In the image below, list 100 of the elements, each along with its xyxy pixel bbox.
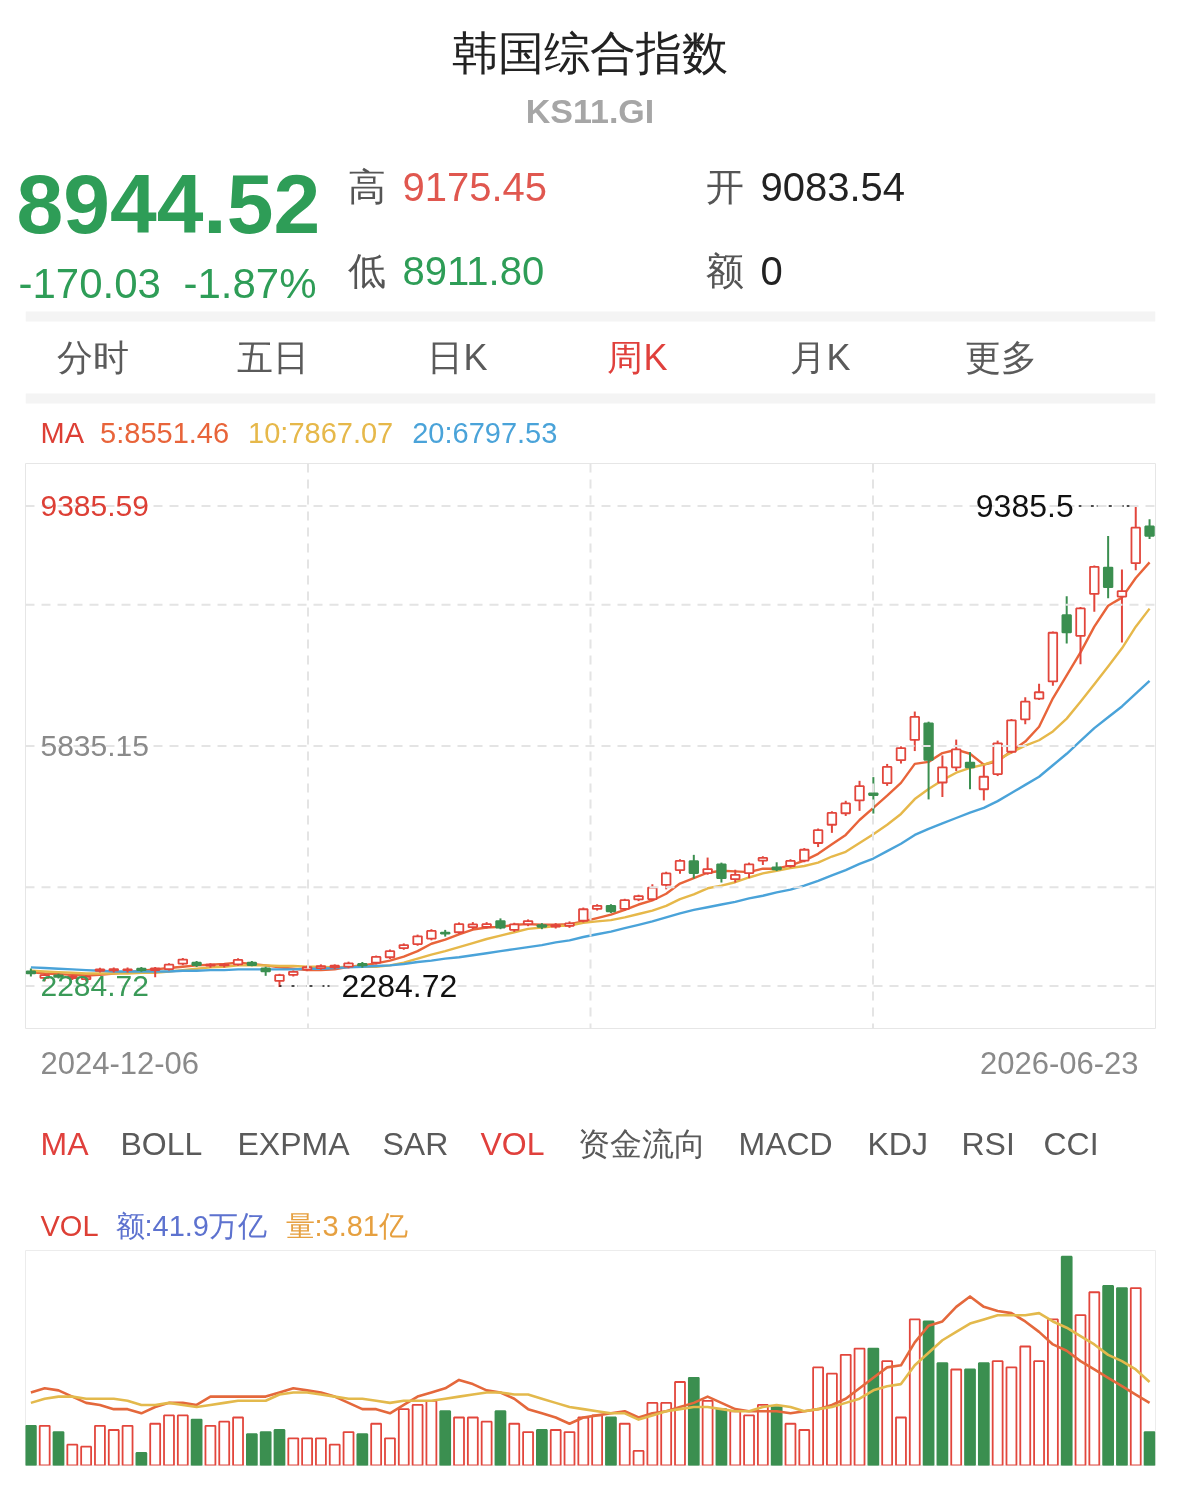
candlestick	[909, 711, 920, 752]
candlestick	[937, 755, 948, 798]
text: 韩国综合指数	[452, 26, 728, 79]
candlestick	[951, 739, 962, 771]
text: VOL	[480, 1125, 545, 1162]
bar	[107, 1429, 120, 1466]
bar	[25, 1424, 37, 1466]
bar	[1143, 1431, 1156, 1466]
bar	[756, 1404, 769, 1466]
text: CCI	[1043, 1125, 1099, 1162]
candlestick	[688, 854, 699, 879]
bar	[591, 1414, 603, 1466]
bar	[384, 1437, 396, 1466]
text: BOLL	[120, 1125, 203, 1162]
bar	[508, 1422, 521, 1466]
text: MA	[40, 1125, 90, 1162]
legend-title: MA	[40, 416, 85, 449]
bar	[729, 1410, 742, 1466]
bar	[1047, 1318, 1059, 1466]
text: 量:3.81亿	[285, 1209, 408, 1242]
bar	[549, 1429, 562, 1466]
candlestick	[1061, 596, 1072, 644]
y-tick-label: 9385.59	[40, 488, 149, 522]
text: 开	[705, 165, 744, 208]
bar	[812, 1366, 824, 1466]
bar	[411, 1404, 424, 1466]
bar	[66, 1443, 79, 1466]
text: 额:41.9万亿	[115, 1209, 267, 1242]
text: 8944.52	[16, 156, 321, 251]
bar	[480, 1420, 493, 1466]
bar	[356, 1433, 369, 1466]
candlestick	[881, 763, 893, 786]
bar	[908, 1318, 921, 1466]
bar	[839, 1353, 852, 1466]
bar	[466, 1416, 479, 1466]
bar	[798, 1429, 811, 1466]
bar	[149, 1422, 162, 1466]
bar	[1074, 1314, 1087, 1466]
bar	[135, 1452, 148, 1466]
text: 20:6797.53	[412, 416, 558, 449]
bar	[342, 1431, 355, 1466]
bar	[494, 1410, 507, 1466]
y-tick-label: 2284.72	[40, 969, 149, 1002]
text: 10:7867.07	[248, 416, 394, 449]
bar	[453, 1416, 465, 1466]
candlestick	[978, 765, 990, 801]
bar	[605, 1416, 617, 1466]
text: 周K	[607, 337, 668, 378]
bar	[1088, 1291, 1101, 1466]
bar	[784, 1422, 797, 1466]
bar	[425, 1399, 438, 1466]
bar	[1019, 1345, 1032, 1466]
bar	[1116, 1287, 1128, 1466]
bar	[715, 1408, 728, 1466]
bar	[232, 1416, 244, 1466]
bar	[163, 1414, 175, 1466]
candlestick	[122, 967, 133, 973]
text: RSI	[961, 1125, 1015, 1162]
bar	[950, 1368, 963, 1466]
bar	[80, 1445, 92, 1466]
bar	[536, 1429, 548, 1466]
bar	[936, 1362, 949, 1466]
bar	[991, 1360, 1004, 1466]
bar	[328, 1443, 341, 1466]
bar	[287, 1437, 300, 1466]
bar	[977, 1362, 990, 1466]
annotation: 9385.5	[975, 487, 1074, 524]
bar	[121, 1424, 134, 1466]
bar	[439, 1410, 452, 1466]
bar	[218, 1420, 231, 1466]
candlestick	[1116, 569, 1128, 643]
bar	[38, 1424, 51, 1466]
text: -170.03	[18, 260, 161, 307]
bar	[204, 1424, 217, 1466]
text: 分时	[56, 337, 129, 378]
bar	[176, 1414, 189, 1466]
candlestick	[854, 780, 865, 811]
bar	[315, 1437, 327, 1466]
bar	[674, 1381, 686, 1466]
candlestick	[964, 752, 976, 790]
candlestick	[826, 811, 838, 833]
text: 8911.80	[402, 248, 545, 293]
text: -1.87%	[183, 260, 317, 307]
text: 2024-12-06	[40, 1045, 200, 1081]
line-series	[29, 679, 1151, 973]
bar	[301, 1437, 313, 1466]
bar	[743, 1414, 755, 1466]
text: MACD	[738, 1125, 833, 1162]
text: 高	[347, 165, 386, 208]
text: 资金流向	[577, 1125, 706, 1162]
text: 9083.54	[760, 164, 906, 209]
bar	[94, 1424, 106, 1466]
text: EXPMA	[237, 1125, 351, 1162]
bar	[701, 1399, 714, 1466]
bar	[1060, 1255, 1073, 1466]
bar	[190, 1418, 203, 1466]
text: 低	[347, 249, 386, 292]
text: KS11.GI	[525, 91, 655, 130]
bar	[660, 1401, 673, 1466]
bar	[964, 1368, 976, 1466]
